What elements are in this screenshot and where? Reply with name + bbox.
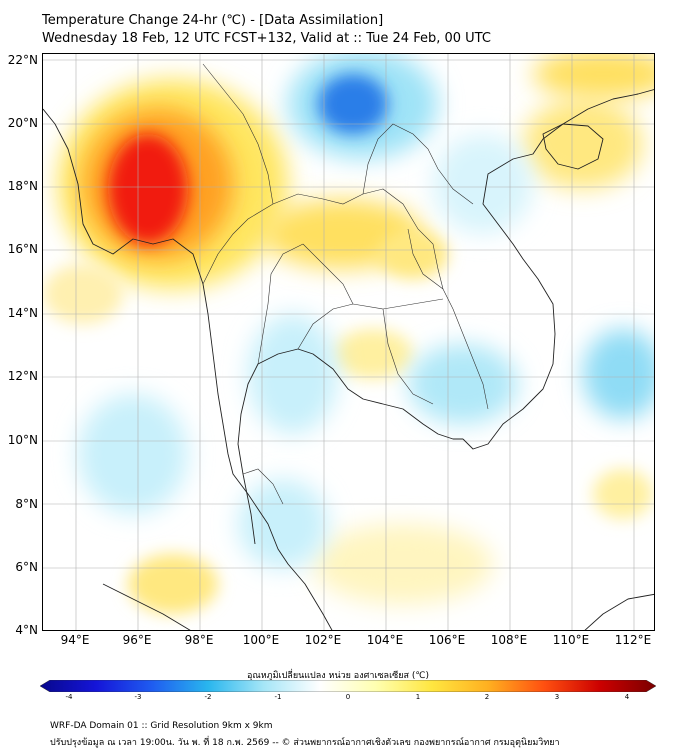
lat-label-4: 4°N: [15, 623, 38, 637]
warm-anomaly-west: [43, 264, 123, 324]
chart-title: Temperature Change 24-hr (℃) - [Data Ass…: [42, 13, 384, 28]
warm-anomaly-malaysia: [313, 524, 493, 604]
graticule: [43, 54, 654, 630]
cold-anomaly-south-china-sea: [583, 329, 654, 419]
warm-anomaly-andaman-south: [128, 554, 218, 614]
vietnam-coast: [462, 89, 654, 450]
lon-label-104: 104°E: [366, 633, 404, 647]
temperature-change-map: [42, 53, 655, 631]
lat-label-8: 8°N: [15, 497, 38, 511]
chart-subtitle: Wednesday 18 Feb, 12 UTC FCST+132, Valid…: [42, 31, 491, 46]
gulf-of-thailand-coast: [237, 348, 463, 545]
lat-label-20: 20°N: [7, 116, 38, 130]
lon-label-100: 100°E: [242, 633, 280, 647]
lon-label-102: 102°E: [304, 633, 342, 647]
warm-anomaly-myanmar-core: [108, 134, 188, 244]
lat-label-16: 16°N: [7, 242, 38, 256]
warm-anomaly-south-china: [523, 99, 643, 189]
coastlines: [43, 89, 654, 630]
colorbar-tick: 2: [484, 693, 490, 701]
lat-label-6: 6°N: [15, 560, 38, 574]
map-canvas: [43, 54, 654, 630]
colorbar-tick: -1: [274, 693, 282, 701]
lon-label-108: 108°E: [490, 633, 528, 647]
colorbar-fill: [40, 680, 656, 692]
footer-model-info: WRF-DA Domain 01 :: Grid Resolution 9km …: [50, 721, 273, 731]
borders: [202, 63, 489, 505]
colorbar-tick: 1: [415, 693, 421, 701]
lat-label-18: 18°N: [7, 179, 38, 193]
colorbar-tick: -3: [134, 693, 142, 701]
warm-anomaly-north-east: [533, 54, 654, 99]
colorbar-tick: -4: [65, 693, 73, 701]
lon-label-96: 96°E: [122, 633, 152, 647]
cold-anomaly-central-thailand: [248, 314, 338, 434]
footer-credit: ปรับปรุงข้อมูล ณ เวลา 19:00น. วัน พ. ที่…: [50, 738, 560, 748]
lat-label-10: 10°N: [7, 433, 38, 447]
lon-label-106: 106°E: [428, 633, 466, 647]
hainan-island: [542, 123, 604, 170]
warm-anomaly-south-sea: [593, 469, 653, 519]
lon-label-112: 112°E: [614, 633, 652, 647]
colorbar-tick: 3: [554, 693, 560, 701]
anomaly-field: [43, 54, 654, 614]
cold-anomaly-andaman: [78, 394, 188, 514]
colorbar-tick: 0: [345, 693, 351, 701]
cold-anomaly-laos-north-core: [318, 74, 388, 134]
sumatra-coast: [102, 583, 191, 630]
lat-label-22: 22°N: [7, 53, 38, 67]
colorbar-tick: 4: [624, 693, 630, 701]
warm-anomaly-gulf: [333, 329, 413, 379]
colorbar-label: อุณหภูมิเปลี่ยนแปลง หน่วย องศาเซลเซียส (…: [246, 671, 430, 681]
lat-label-14: 14°N: [7, 306, 38, 320]
myanmar-coast: [43, 108, 333, 630]
lon-label-98: 98°E: [184, 633, 214, 647]
lon-label-110: 110°E: [552, 633, 590, 647]
lon-label-94: 94°E: [60, 633, 90, 647]
colorbar: [40, 680, 656, 692]
cold-anomaly-cambodia: [408, 344, 518, 424]
borneo-coast: [584, 593, 654, 630]
colorbar-tick: -2: [204, 693, 212, 701]
cold-anomaly-northeast: [433, 134, 533, 234]
cold-anomaly-south: [238, 479, 328, 569]
lat-label-12: 12°N: [7, 369, 38, 383]
